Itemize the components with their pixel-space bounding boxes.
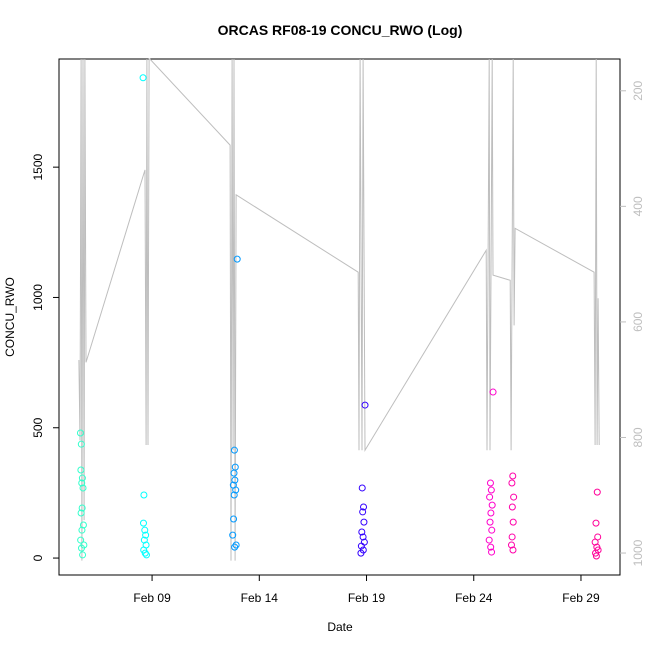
data-point	[487, 509, 495, 517]
data-point	[141, 526, 149, 534]
data-point	[357, 542, 365, 550]
data-point	[592, 519, 600, 527]
data-point	[592, 552, 600, 560]
data-point	[359, 508, 367, 516]
data-point	[357, 549, 365, 557]
chart-title: ORCAS RF08-19 CONCU_RWO (Log)	[218, 22, 463, 38]
data-point	[358, 528, 366, 536]
data-point	[508, 479, 516, 487]
data-point	[593, 488, 601, 496]
data-point	[489, 388, 497, 396]
data-point	[359, 533, 367, 541]
data-point	[487, 543, 495, 551]
y-tick-label: 1000	[31, 284, 45, 311]
x-tick-label: Feb 14	[241, 591, 279, 605]
y2-tick-label: 400	[631, 196, 645, 216]
data-point	[485, 536, 493, 544]
data-point	[142, 551, 150, 559]
data-point	[509, 472, 517, 480]
data-point	[510, 493, 518, 501]
data-point	[140, 491, 148, 499]
data-point	[230, 491, 238, 499]
x-tick-label: Feb 09	[133, 591, 171, 605]
data-point	[486, 479, 494, 487]
data-point	[360, 518, 368, 526]
x-tick-label: Feb 24	[455, 591, 493, 605]
data-point	[232, 541, 240, 549]
data-point	[79, 551, 87, 559]
data-point	[508, 503, 516, 511]
data-point	[488, 548, 496, 556]
x-axis-label: Date	[327, 620, 353, 634]
data-point	[591, 538, 599, 546]
data-point	[487, 486, 495, 494]
data-point	[139, 74, 147, 82]
pressure-line	[78, 58, 600, 561]
data-point	[233, 255, 241, 263]
data-point	[507, 541, 515, 549]
data-point	[231, 476, 239, 484]
data-point	[488, 501, 496, 509]
data-point	[486, 493, 494, 501]
data-point	[78, 504, 86, 512]
data-point	[230, 469, 238, 477]
data-point	[360, 503, 368, 511]
data-point	[358, 484, 366, 492]
data-point	[231, 543, 239, 551]
data-point	[140, 536, 148, 544]
data-point	[488, 526, 496, 534]
data-point	[142, 531, 150, 539]
data-point	[509, 518, 517, 526]
data-point	[78, 474, 86, 482]
y2-tick-label: 1000	[631, 539, 645, 566]
data-point	[509, 546, 517, 554]
data-point	[230, 515, 238, 523]
data-point	[77, 466, 85, 474]
x-tick-label: Feb 19	[348, 591, 386, 605]
data-point	[592, 549, 600, 557]
data-point	[486, 518, 494, 526]
data-point	[79, 484, 87, 492]
y2-tick-label: 800	[631, 427, 645, 447]
data-point	[508, 533, 516, 541]
x-tick-label: Feb 29	[562, 591, 600, 605]
data-point	[139, 519, 147, 527]
y-tick-label: 0	[31, 554, 45, 561]
data-point	[77, 536, 85, 544]
data-point	[78, 544, 86, 552]
data-point	[141, 549, 149, 557]
data-point	[229, 531, 237, 539]
y-axis-label: CONCU_RWO	[3, 277, 17, 357]
data-point	[77, 440, 85, 448]
data-point	[230, 446, 238, 454]
plot-frame	[58, 58, 621, 576]
y-tick-label: 500	[31, 417, 45, 437]
data-point	[78, 526, 86, 534]
data-point	[76, 429, 84, 437]
data-point	[78, 479, 86, 487]
y-tick-label: 1500	[31, 153, 45, 180]
data-point	[361, 401, 369, 409]
data-point	[77, 509, 85, 517]
y2-tick-label: 600	[631, 312, 645, 332]
data-point	[232, 486, 240, 494]
y2-tick-label: 200	[631, 80, 645, 100]
